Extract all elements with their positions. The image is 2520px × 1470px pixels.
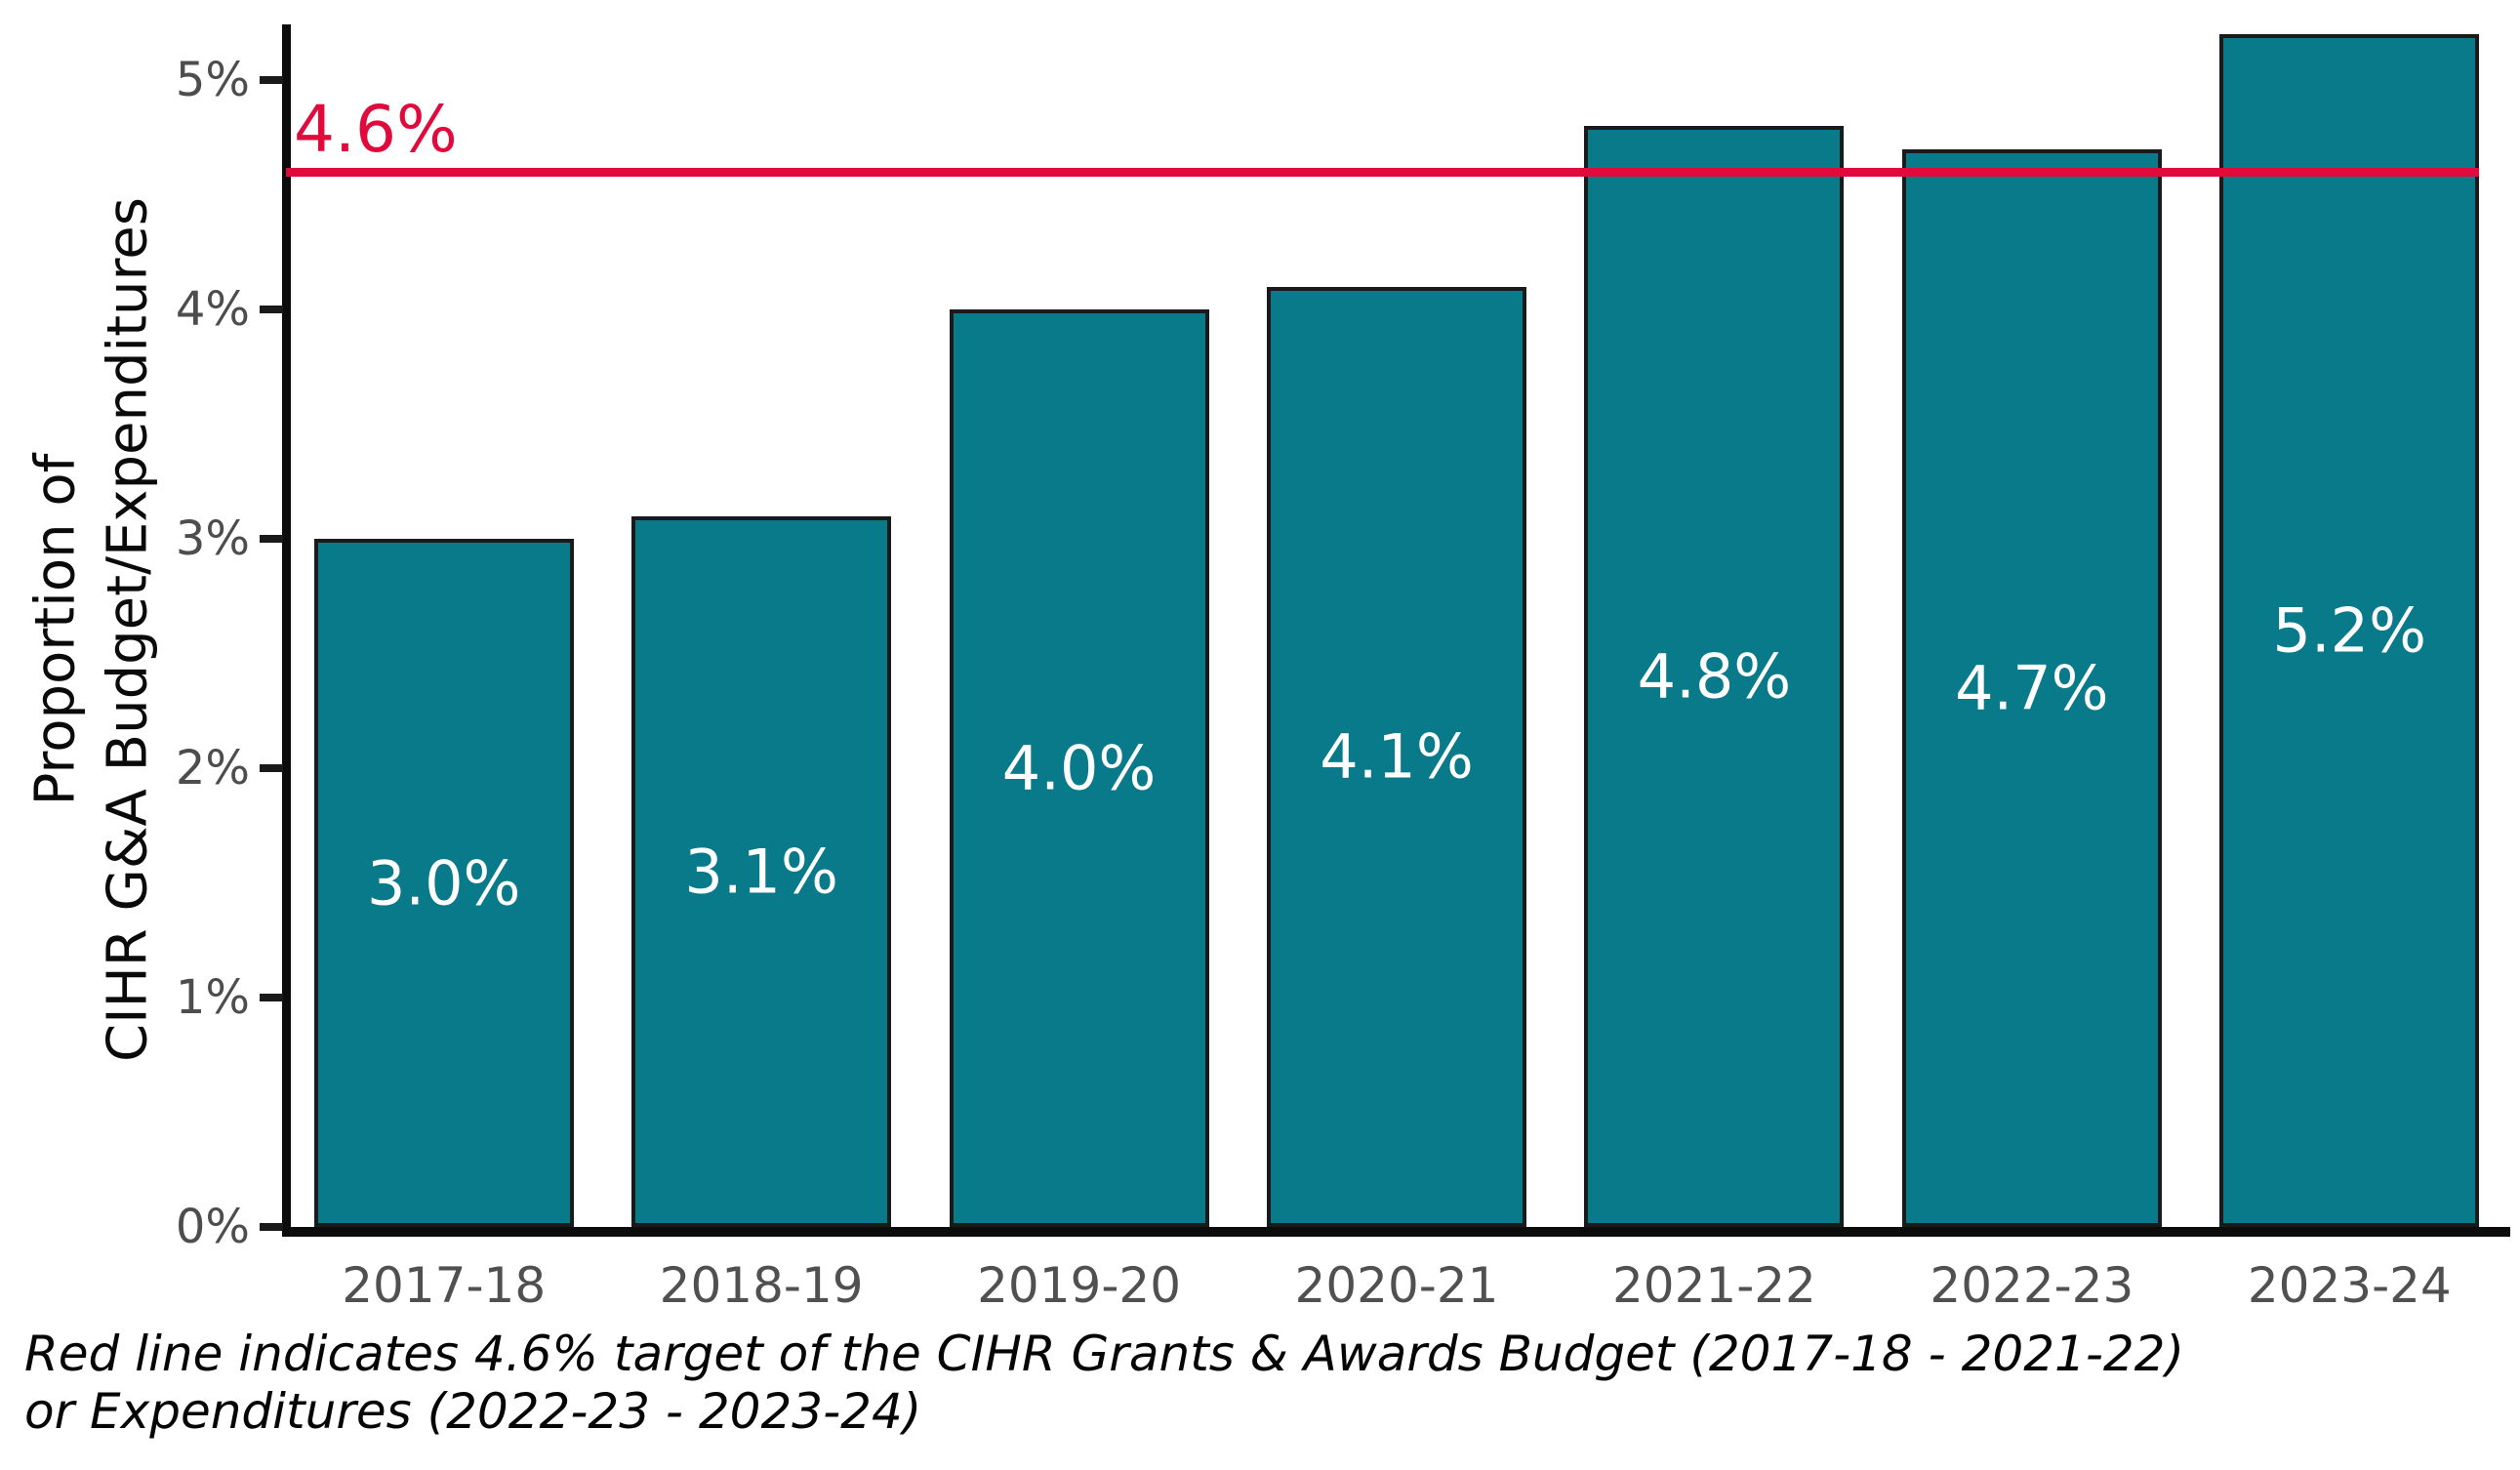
- bar-value-label: 5.2%: [2272, 594, 2427, 667]
- x-tick-label-2019-20: 2019-20: [977, 1257, 1182, 1314]
- bar-2023-24: [2219, 34, 2480, 1227]
- bar-2022-23: [1901, 148, 2162, 1227]
- caption-line-2: or Expenditures (2022-23 - 2023-24): [24, 1383, 922, 1440]
- x-tick-label-2020-21: 2020-21: [1294, 1257, 1499, 1314]
- bar-2018-19: [631, 515, 892, 1227]
- target-line-label: 4.6%: [294, 92, 458, 167]
- y-tick-label-1%: 1%: [175, 970, 250, 1025]
- bar-2017-18: [313, 539, 574, 1227]
- bar-value-label: 4.0%: [1001, 732, 1157, 804]
- bar-value-label: 3.1%: [684, 836, 838, 908]
- x-tick-label-2023-24: 2023-24: [2247, 1257, 2452, 1314]
- x-axis-line: [282, 1227, 2510, 1237]
- y-tick-mark: [260, 306, 283, 313]
- x-tick-label-2017-18: 2017-18: [342, 1257, 547, 1314]
- x-tick-label-2021-22: 2021-22: [1611, 1257, 1816, 1314]
- y-tick-mark: [260, 1223, 283, 1231]
- x-tick-label-2018-19: 2018-19: [659, 1257, 864, 1314]
- bar-2021-22: [1584, 126, 1845, 1227]
- bar-2020-21: [1267, 286, 1526, 1227]
- caption-line-1: Red line indicates 4.6% target of the CI…: [24, 1326, 2184, 1382]
- x-tick-label-2022-23: 2022-23: [1930, 1257, 2134, 1314]
- y-tick-label-5%: 5%: [175, 53, 250, 107]
- y-axis-title-line-2: CIHR G&A Budget/Expenditures: [96, 197, 160, 1062]
- y-tick-mark: [260, 764, 283, 772]
- y-tick-mark: [260, 76, 283, 84]
- caption: Red line indicates 4.6% target of the CI…: [24, 1326, 2184, 1441]
- y-axis-title-line-1: Proportion of: [23, 453, 88, 806]
- y-tick-label-0%: 0%: [175, 1200, 250, 1254]
- y-tick-label-2%: 2%: [175, 741, 250, 796]
- bar-value-label: 3.0%: [366, 847, 521, 919]
- y-axis-line: [282, 24, 291, 1237]
- target-line: [286, 167, 2479, 177]
- bar-2019-20: [949, 309, 1209, 1227]
- bar-value-label: 4.8%: [1637, 640, 1792, 713]
- y-tick-mark: [260, 535, 283, 543]
- bar-value-label: 4.1%: [1320, 720, 1474, 793]
- y-tick-label-4%: 4%: [175, 282, 250, 337]
- bar-value-label: 4.7%: [1955, 652, 2109, 724]
- y-tick-label-3%: 3%: [175, 511, 250, 566]
- y-tick-mark: [260, 994, 283, 1001]
